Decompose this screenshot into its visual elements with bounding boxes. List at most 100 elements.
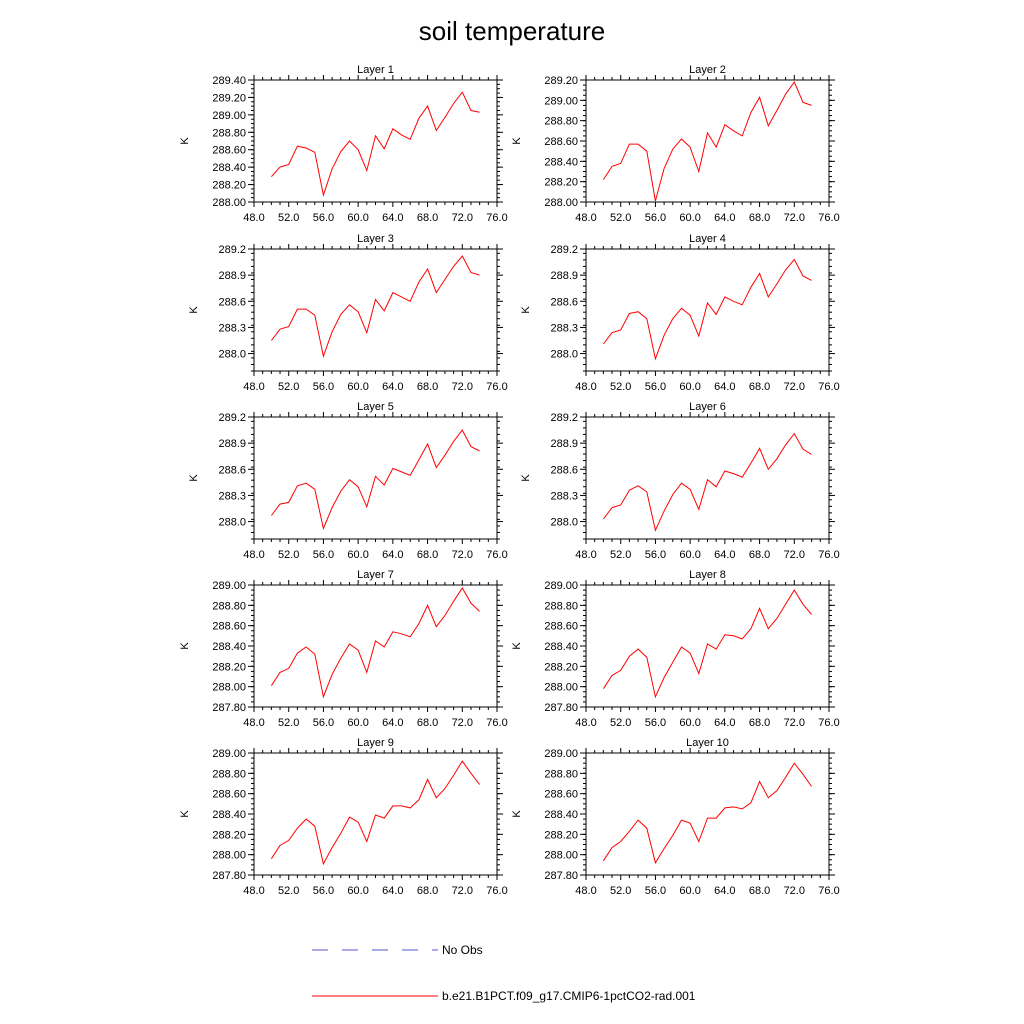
y-tick-label: 289.2 [550, 412, 578, 424]
panel-title: Layer 6 [689, 401, 726, 413]
panel-title: Layer 4 [689, 233, 726, 245]
x-tick-label: 52.0 [278, 212, 299, 224]
series-line [271, 91, 480, 197]
plot-frame [585, 584, 830, 708]
x-tick-label: 64.0 [714, 717, 735, 729]
plot-frame [253, 79, 498, 203]
panel-title: Layer 2 [689, 64, 726, 76]
y-tick-label: 288.9 [218, 270, 246, 282]
series-line [602, 589, 812, 699]
panel-title: Layer 9 [357, 737, 394, 749]
legend-model-label: b.e21.B1PCT.f09_g17.CMIP6-1pctCO2-rad.00… [442, 989, 696, 1003]
series-line [271, 429, 480, 531]
x-tick-label: 60.0 [347, 885, 368, 897]
series-line [602, 762, 813, 865]
x-tick-label: 60.0 [679, 717, 700, 729]
chart-panel: Layer 7 48.0 52.0 56.0 60.0 64.0 68.0 72.0 76.0 2… [179, 569, 508, 729]
x-tick-label: 68.0 [417, 212, 438, 224]
series-line [270, 760, 480, 866]
y-tick-label: 288.80 [544, 600, 578, 612]
y-tick-label: 288.20 [212, 829, 246, 841]
chart-panel: Layer 6 48.0 52.0 56.0 60.0 64.0 68.0 72.0 76.0 2… [520, 401, 840, 561]
x-tick-label: 56.0 [313, 549, 334, 561]
x-tick-label: 56.0 [645, 885, 666, 897]
x-tick-label: 68.0 [417, 717, 438, 729]
x-tick-label: 76.0 [486, 381, 507, 393]
y-tick-label: 288.3 [218, 490, 246, 502]
plot-frame [253, 752, 498, 876]
x-tick-label: 68.0 [749, 212, 770, 224]
y-tick-label: 288.00 [544, 197, 578, 209]
x-tick-label: 52.0 [610, 717, 631, 729]
legend: No Obs b.e21.B1PCT.f09_g17.CMIP6-1pctCO2… [312, 943, 696, 1003]
figure-title: soil temperature [419, 16, 605, 46]
x-tick-label: 76.0 [486, 549, 507, 561]
x-tick-label: 76.0 [818, 549, 839, 561]
x-tick-label: 52.0 [610, 885, 631, 897]
x-tick-label: 56.0 [313, 212, 334, 224]
y-tick-label: 288.80 [212, 768, 246, 780]
y-tick-label: 287.80 [212, 702, 246, 714]
x-tick-label: 60.0 [347, 212, 368, 224]
x-tick-label: 68.0 [749, 885, 770, 897]
x-tick-label: 56.0 [645, 717, 666, 729]
chart-panel: Layer 8 48.0 52.0 56.0 60.0 64.0 68.0 72.0 76.0 2… [511, 569, 840, 729]
y-tick-label: 288.6 [218, 296, 246, 308]
y-tick-label: 288.20 [212, 180, 246, 192]
x-tick-label: 64.0 [714, 381, 735, 393]
y-tick-label: 289.2 [218, 244, 246, 256]
y-tick-label: 289.00 [544, 748, 578, 760]
y-axis-label: K [188, 474, 200, 482]
y-tick-label: 288.9 [550, 438, 578, 450]
x-tick-label: 60.0 [347, 381, 368, 393]
y-tick-label: 288.6 [218, 464, 246, 476]
x-tick-label: 76.0 [486, 212, 507, 224]
x-tick-label: 48.0 [575, 549, 596, 561]
chart-panel: Layer 3 48.0 52.0 56.0 60.0 64.0 68.0 72.0 76.0 2… [188, 233, 508, 393]
y-tick-label: 288.40 [544, 156, 578, 168]
panel-title: Layer 10 [686, 737, 729, 749]
x-tick-label: 64.0 [714, 549, 735, 561]
y-axis-label: K [179, 137, 191, 145]
x-tick-label: 64.0 [382, 885, 403, 897]
x-tick-label: 60.0 [679, 381, 700, 393]
x-tick-label: 48.0 [575, 212, 596, 224]
y-axis-label: K [188, 306, 200, 314]
x-tick-label: 52.0 [278, 717, 299, 729]
x-tick-label: 48.0 [243, 717, 264, 729]
y-tick-label: 288.60 [544, 621, 578, 633]
y-tick-label: 289.20 [212, 92, 246, 104]
plot-frame [253, 248, 498, 372]
y-tick-label: 289.00 [212, 580, 246, 592]
x-tick-label: 60.0 [679, 549, 700, 561]
series-line [602, 80, 812, 202]
y-axis-label: K [179, 810, 191, 818]
x-tick-label: 60.0 [679, 212, 700, 224]
x-tick-label: 64.0 [714, 212, 735, 224]
x-tick-label: 48.0 [243, 885, 264, 897]
x-tick-label: 68.0 [417, 549, 438, 561]
x-tick-label: 72.0 [452, 212, 473, 224]
y-tick-label: 288.00 [544, 682, 578, 694]
y-tick-label: 288.6 [550, 464, 578, 476]
y-tick-label: 288.20 [544, 177, 578, 189]
x-tick-label: 68.0 [749, 549, 770, 561]
y-tick-label: 288.00 [212, 850, 246, 862]
panel-title: Layer 1 [357, 64, 394, 76]
y-tick-label: 288.0 [550, 517, 578, 529]
y-tick-label: 288.60 [544, 136, 578, 148]
y-tick-label: 288.80 [212, 600, 246, 612]
x-tick-label: 76.0 [818, 381, 839, 393]
x-tick-label: 60.0 [347, 717, 368, 729]
y-tick-label: 288.3 [550, 490, 578, 502]
y-tick-label: 289.2 [550, 244, 578, 256]
x-tick-label: 56.0 [313, 885, 334, 897]
x-tick-label: 56.0 [313, 717, 334, 729]
x-tick-label: 60.0 [679, 885, 700, 897]
y-axis-label: K [511, 137, 523, 145]
x-tick-label: 76.0 [486, 885, 507, 897]
x-tick-label: 72.0 [452, 717, 473, 729]
y-tick-label: 288.6 [550, 296, 578, 308]
x-tick-label: 56.0 [645, 212, 666, 224]
y-tick-label: 288.0 [218, 517, 246, 529]
